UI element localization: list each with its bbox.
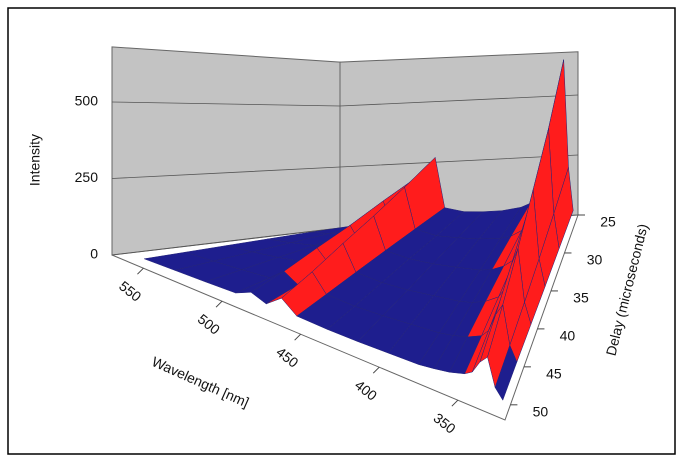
z-axis-title: Intensity bbox=[27, 134, 43, 186]
z-tick-label: 250 bbox=[75, 169, 99, 185]
left-wall bbox=[111, 46, 341, 256]
z-tick-label: 500 bbox=[75, 93, 99, 109]
grid-line bbox=[111, 94, 579, 107]
grid-line bbox=[111, 154, 579, 179]
y-tick-label: 40 bbox=[560, 328, 576, 344]
x-tick bbox=[137, 267, 144, 275]
floor-edge bbox=[111, 214, 579, 421]
x-tick bbox=[215, 300, 223, 308]
y-tick-label: 35 bbox=[573, 290, 589, 306]
x-tick bbox=[372, 366, 380, 374]
y-tick-label: 45 bbox=[546, 366, 562, 382]
y-tick-label: 30 bbox=[587, 252, 603, 268]
x-tick bbox=[451, 399, 459, 407]
y-tick-label: 50 bbox=[533, 404, 549, 420]
y-tick-label: 25 bbox=[600, 214, 616, 230]
surface-cell bbox=[494, 344, 518, 401]
x-tick bbox=[294, 333, 301, 341]
z-tick-label: 0 bbox=[90, 246, 98, 262]
